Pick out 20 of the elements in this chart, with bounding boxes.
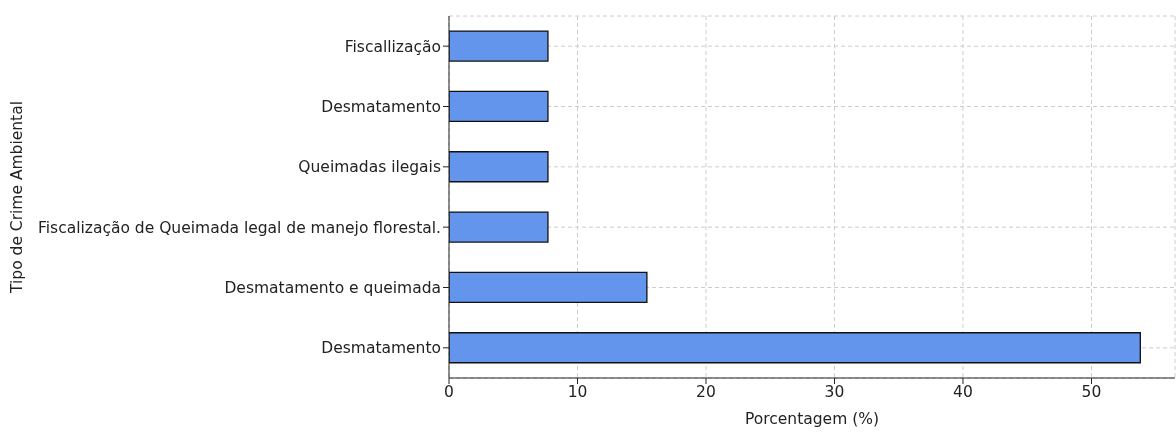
bar xyxy=(449,151,549,183)
bar xyxy=(449,211,549,243)
bar xyxy=(449,90,549,123)
y-tick-label: Desmatamento e queimada xyxy=(224,279,441,297)
x-tick-label: 10 xyxy=(567,383,588,402)
bar xyxy=(449,30,549,62)
y-tick-label: Fiscallização xyxy=(344,37,441,56)
x-tick-label: 0 xyxy=(444,383,454,402)
bar xyxy=(449,271,648,304)
x-tick-label: 40 xyxy=(953,383,973,402)
x-axis-title: Porcentagem (%) xyxy=(745,410,879,428)
x-tick-label: 50 xyxy=(1081,383,1102,402)
bar xyxy=(449,332,1141,364)
x-tick-label: 20 xyxy=(696,383,716,402)
y-tick-label: Fiscalização de Queimada legal de manejo florestal. xyxy=(38,218,441,237)
y-tick-label: Desmatamento xyxy=(321,339,441,358)
y-tick-label: Queimadas ilegais xyxy=(298,158,441,177)
y-tick-label: Desmatamento xyxy=(321,98,441,116)
y-axis-title: Tipo de Crime Ambiental xyxy=(7,100,26,295)
x-tick-label: 30 xyxy=(824,383,845,402)
